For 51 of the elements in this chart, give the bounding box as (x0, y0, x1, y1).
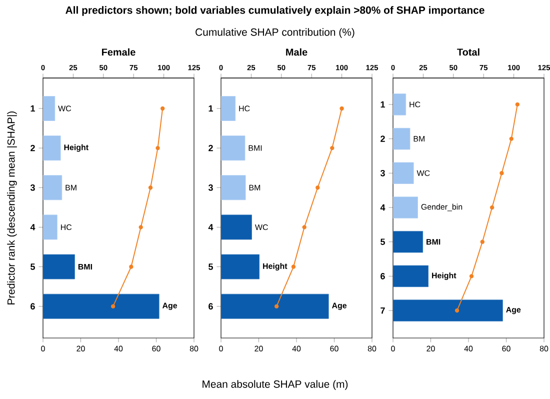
bar (393, 196, 418, 218)
y-tick-label: 3 (208, 184, 213, 191)
point (291, 264, 296, 269)
point (110, 304, 116, 308)
y-tick-label: 6 (208, 303, 213, 310)
bar (221, 214, 252, 240)
y-tick-label: 4 (30, 224, 36, 230)
text: All predictors shown; bold variables cumulatively explain >80% of SHAP importance (66, 6, 484, 16)
bar (221, 254, 260, 280)
y-axis-title: Predictor rank (descending mean |SHAP|) (7, 111, 17, 304)
point (515, 102, 520, 107)
point (454, 308, 460, 313)
point (469, 274, 474, 278)
y-tick-label: 6 (380, 273, 385, 280)
y-tick-label: 4 (208, 224, 214, 230)
bar (393, 300, 503, 322)
y-tick-label: 2 (380, 136, 385, 142)
y-tick-label: 3 (380, 170, 385, 176)
point (156, 146, 160, 150)
y-tick-label: 4 (380, 204, 386, 211)
point (316, 186, 320, 190)
chart-title: Total (457, 48, 480, 56)
bar (221, 96, 236, 121)
y-tick-label: 1 (30, 105, 35, 112)
point (490, 205, 494, 210)
y-tick-label: 3 (30, 184, 35, 191)
point (148, 186, 153, 190)
point (129, 264, 134, 269)
bar (393, 162, 414, 184)
x-axis-title: Mean absolute SHAP value (m) (202, 380, 348, 390)
y-tick-label: 1 (208, 105, 213, 112)
point (480, 240, 484, 244)
chart-title: Female (102, 48, 136, 56)
y-tick-label: 2 (208, 144, 213, 152)
point (302, 225, 306, 230)
point (274, 304, 279, 308)
y-tick-label: 1 (380, 101, 385, 108)
point (160, 106, 165, 111)
y-tick-label: 6 (30, 303, 35, 310)
y-tick-label: 5 (208, 264, 213, 270)
point (340, 106, 344, 111)
point (500, 171, 504, 176)
point (509, 136, 514, 141)
y-tick-label: 5 (380, 238, 385, 245)
point (138, 225, 143, 230)
chart-title: Male (286, 48, 308, 56)
x2-axis-title: Cumulative SHAP contribution (%) (196, 28, 354, 38)
point (330, 146, 334, 150)
y-tick-label: 5 (30, 264, 35, 270)
y-tick-label: 7 (380, 307, 385, 314)
y-tick-label: 2 (30, 144, 35, 152)
